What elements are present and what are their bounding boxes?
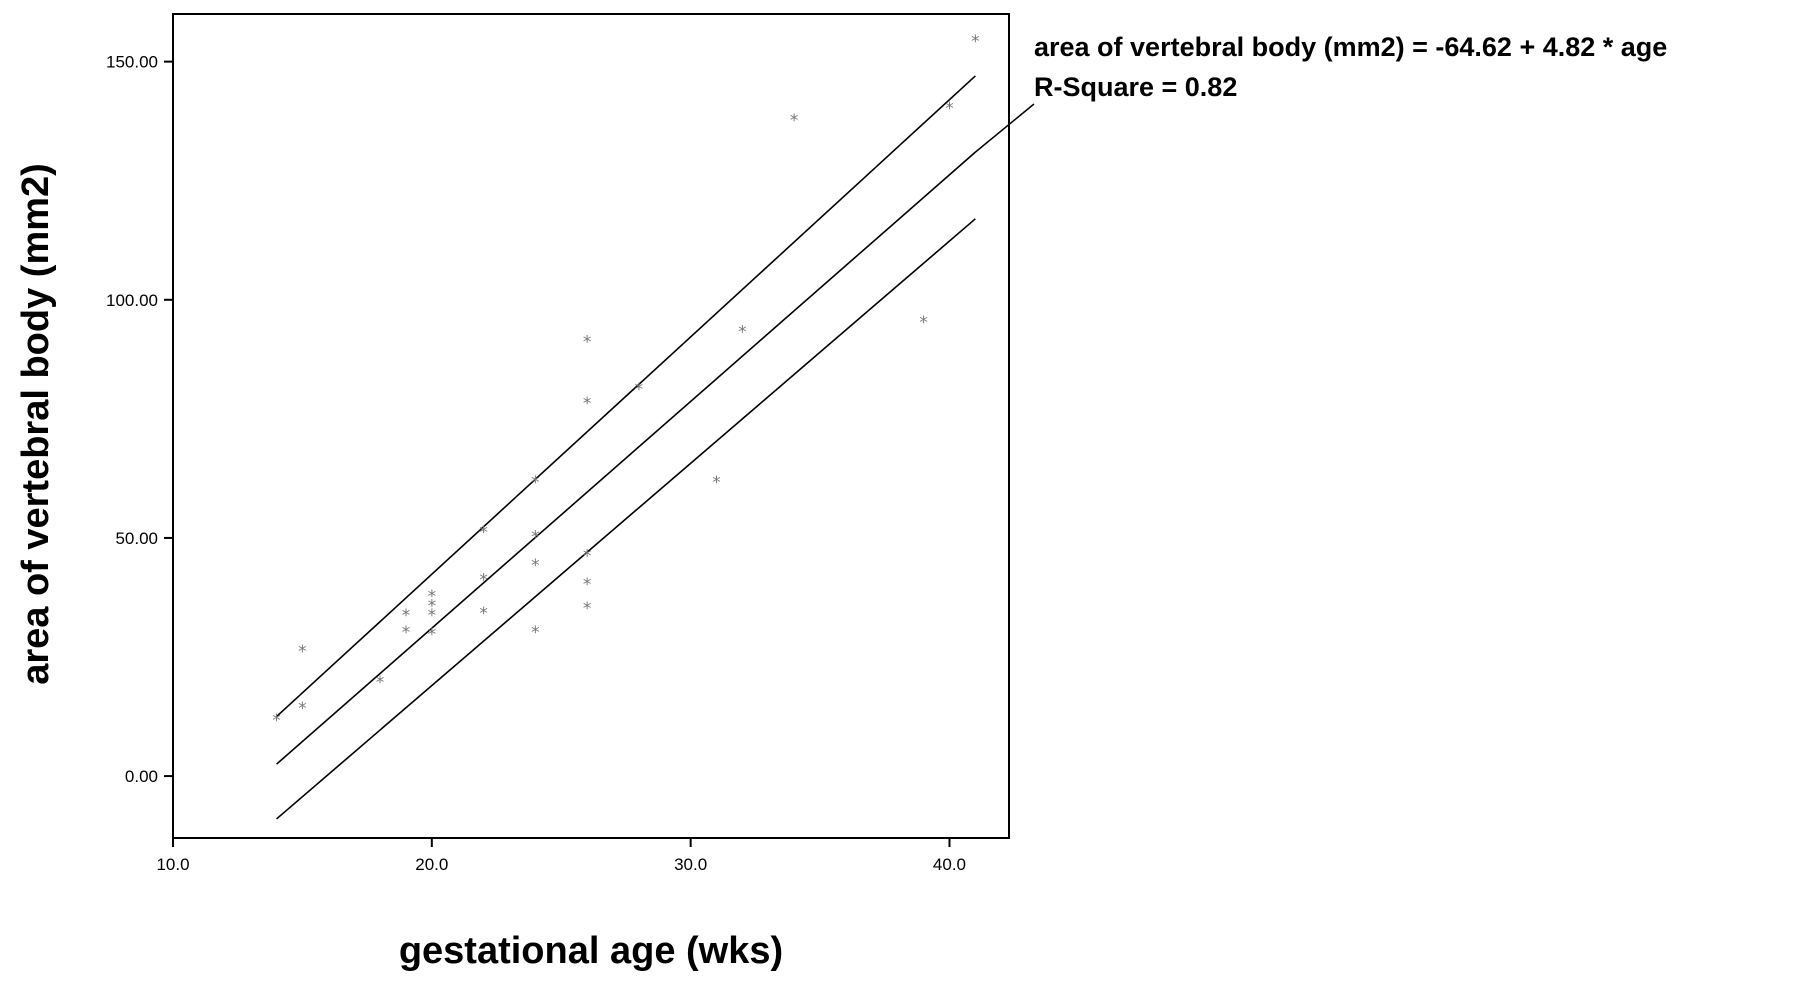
data-point: * [531, 556, 540, 576]
y-tick-label: 150.00 [106, 53, 158, 72]
data-point: * [479, 523, 488, 543]
data-point: * [479, 570, 488, 590]
x-tick-label: 40.0 [933, 855, 966, 874]
y-tick-label: 0.00 [125, 767, 158, 786]
annotation-leader-line [974, 103, 1035, 153]
data-point: * [428, 625, 437, 645]
data-point: * [531, 623, 540, 643]
data-points: * * * * * * * * * * * * * * * * * * * * * * * * * * * * * [272, 32, 979, 731]
y-tick-label: 100.00 [106, 291, 158, 310]
data-point: * [583, 575, 592, 595]
x-axis-title: gestational age (wks) [399, 930, 783, 972]
data-point: * [531, 473, 540, 493]
data-point: * [428, 597, 437, 617]
data-point: * [945, 99, 954, 119]
regression-equation: area of vertebral body (mm2) = -64.62 + … [1034, 32, 1667, 62]
data-point: * [635, 380, 644, 400]
data-point: * [402, 623, 411, 643]
data-point: * [712, 473, 721, 493]
plot-frame [172, 13, 1010, 839]
data-point: * [583, 599, 592, 619]
data-point: * [790, 111, 799, 131]
regression-line-fit [276, 151, 976, 765]
data-point: * [583, 394, 592, 414]
x-tick-label: 10.0 [156, 855, 189, 874]
data-point: * [971, 32, 980, 52]
data-point: * [298, 642, 307, 662]
x-tick-label: 30.0 [674, 855, 707, 874]
regression-line-lower [276, 218, 976, 820]
x-axis: 10.0 20.0 30.0 40.0 [156, 838, 966, 874]
data-point: * [272, 711, 281, 731]
data-point: * [376, 673, 385, 693]
x-tick-label: 20.0 [415, 855, 448, 874]
y-tick-label: 50.00 [115, 529, 158, 548]
data-point: * [479, 604, 488, 624]
data-point: * [428, 606, 437, 626]
data-point: * [738, 323, 747, 343]
data-point: * [402, 606, 411, 626]
data-point: * [919, 313, 928, 333]
data-point: * [298, 699, 307, 719]
y-axis-title: area of vertebral body (mm2) [15, 163, 57, 685]
data-point: * [531, 528, 540, 548]
r-square-label: R-Square = 0.82 [1034, 72, 1237, 102]
regression-lines [275, 75, 976, 820]
data-point: * [428, 587, 437, 607]
regression-line-upper [275, 75, 976, 718]
data-point: * [583, 332, 592, 352]
data-point: * [583, 547, 592, 567]
y-axis: 0.00 50.00 100.00 150.00 [106, 53, 173, 786]
